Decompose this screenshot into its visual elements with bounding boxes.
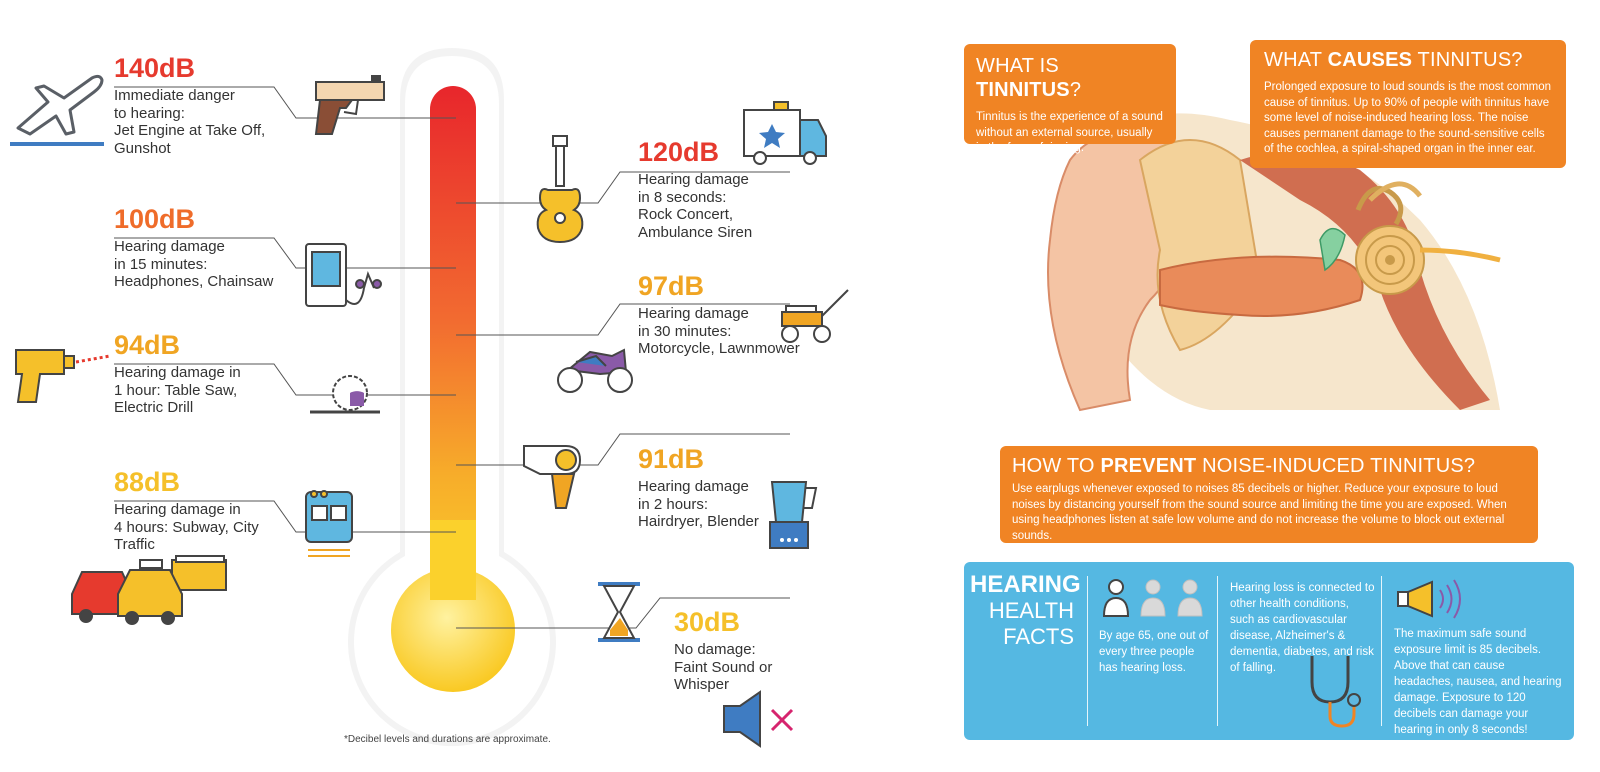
train-icon	[305, 490, 353, 557]
ambulance-icon	[743, 101, 827, 165]
music-player-icon	[305, 243, 382, 307]
hairdryer-icon	[523, 445, 582, 509]
level-140db: 140dB Immediate danger to hearing: Jet E…	[114, 53, 265, 157]
hearing-health-facts-panel: HEARING HEALTH FACTS By age 65, one out …	[964, 562, 1574, 740]
decibel-label: 97dB	[638, 271, 705, 301]
level-88db: 88dB Hearing damage in 4 hours: Subway, …	[114, 467, 259, 554]
level-description: No damage: Faint Sound or Whisper	[674, 641, 773, 693]
mute-speaker-icon	[723, 690, 794, 748]
decibel-label: 94dB	[114, 330, 181, 360]
level-description: Hearing damage in 4 hours: Subway, City …	[114, 501, 259, 553]
level-description: Hearing damage in 8 seconds: Rock Concer…	[638, 171, 753, 241]
decibel-diagram	[10, 48, 849, 748]
facts-title: HEARING HEALTH FACTS	[970, 571, 1081, 650]
gun-icon	[314, 75, 385, 135]
footnote: *Decibel levels and durations are approx…	[344, 734, 551, 745]
prevent-text: Use earplugs whenever exposed to noises …	[1012, 483, 1507, 542]
level-description: Hearing damage in 30 minutes: Motorcycle…	[638, 305, 800, 357]
fact-2: Hearing loss is connected to other healt…	[1230, 582, 1375, 674]
blender-icon	[769, 481, 818, 549]
what-causes-text: Prolonged exposure to loud sounds is the…	[1264, 81, 1552, 155]
level-94db: 94dB Hearing damage in 1 hour: Table Saw…	[114, 330, 241, 417]
decibel-label: 120dB	[638, 137, 720, 167]
what-is-title: WHAT IS TINNITUS?	[976, 55, 1082, 101]
prevent-tinnitus-box: HOW TO PREVENT NOISE-INDUCED TINNITUS? U…	[1000, 446, 1538, 543]
level-100db: 100dB Hearing damage in 15 minutes: Head…	[114, 204, 273, 291]
motorcycle-icon	[557, 348, 633, 393]
level-97db: 97dB Hearing damage in 30 minutes: Motor…	[638, 271, 800, 358]
level-120db: 120dB Hearing damage in 8 seconds: Rock …	[638, 137, 752, 241]
lawnmower-icon	[781, 289, 849, 343]
level-91db: 91dB Hearing damage in 2 hours: Hairdrye…	[638, 444, 759, 531]
what-is-tinnitus-box: WHAT IS TINNITUS? Tinnitus is the experi…	[964, 44, 1176, 154]
level-description: Immediate danger to hearing: Jet Engine …	[114, 87, 266, 157]
prevent-title: HOW TO PREVENT NOISE-INDUCED TINNITUS?	[1012, 455, 1476, 477]
drill-icon	[15, 349, 111, 403]
guitar-icon	[536, 135, 584, 244]
what-is-text: Tinnitus is the experience of a sound wi…	[976, 111, 1163, 154]
decibel-label: 30dB	[674, 607, 741, 637]
level-description: Hearing damage in 1 hour: Table Saw, Ele…	[114, 364, 241, 416]
level-description: Hearing damage in 15 minutes: Headphones…	[114, 238, 274, 290]
decibel-label: 100dB	[114, 204, 196, 234]
decibel-label: 140dB	[114, 53, 196, 83]
what-causes-tinnitus-box: WHAT CAUSES TINNITUS? Prolonged exposure…	[1250, 40, 1566, 168]
cars-icon	[71, 555, 227, 625]
saw-icon	[310, 375, 380, 414]
stethoscope-icon	[1310, 656, 1361, 728]
hourglass-icon	[598, 582, 640, 642]
decibel-label: 88dB	[114, 467, 181, 497]
ear-anatomy-icon	[1047, 113, 1501, 412]
level-description: Hearing damage in 2 hours: Hairdryer, Bl…	[638, 478, 759, 530]
level-30db: 30dB No damage: Faint Sound or Whisper	[674, 607, 772, 694]
megaphone-icon	[1397, 579, 1461, 619]
airplane-icon	[10, 74, 104, 146]
fact-3: The maximum safe sound exposure limit is…	[1394, 628, 1562, 736]
what-causes-title: WHAT CAUSES TINNITUS?	[1264, 49, 1523, 71]
people-icon	[1102, 579, 1203, 617]
thermometer-icon	[348, 48, 557, 747]
decibel-label: 91dB	[638, 444, 705, 474]
fact-1: By age 65, one out of every three people…	[1099, 630, 1209, 674]
